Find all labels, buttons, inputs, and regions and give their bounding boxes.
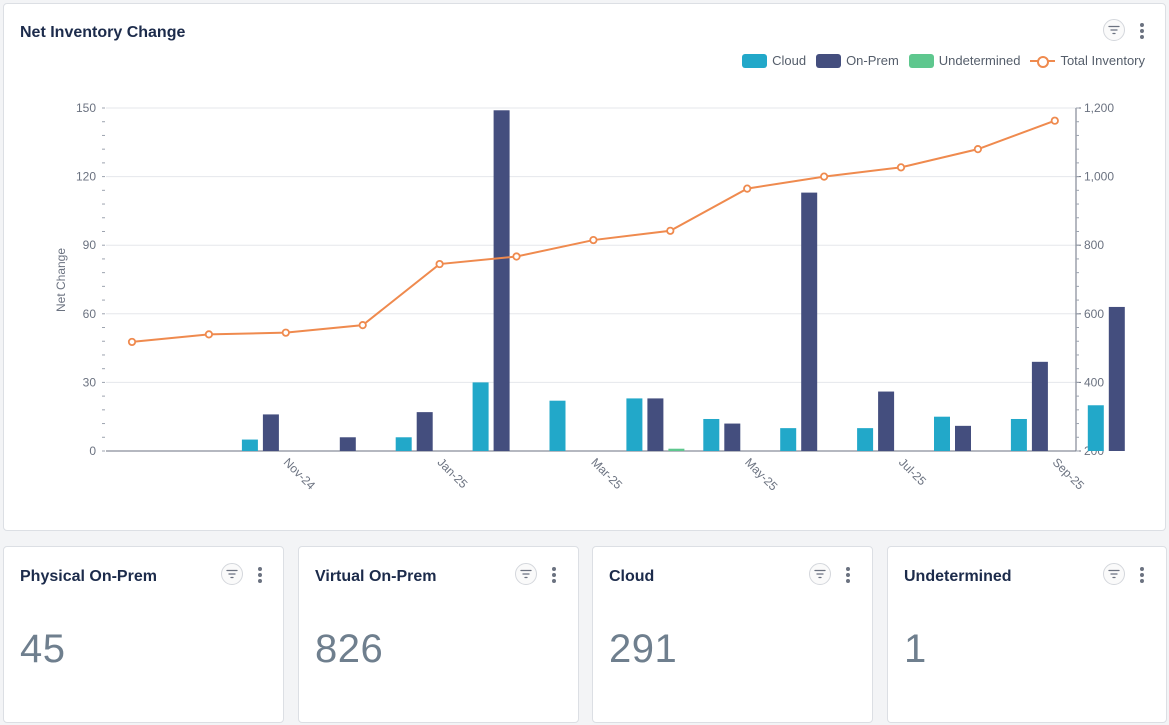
y-axis-title: Net Change: [54, 248, 68, 312]
total-inventory-point: [973, 145, 983, 154]
kpi-title: Cloud: [609, 568, 655, 585]
bar-cloud: [472, 382, 489, 451]
kpi-card-undetermined: Undetermined 1: [887, 546, 1167, 723]
bar-undetermined: [668, 448, 685, 451]
chart-more-menu-button[interactable]: [1137, 21, 1147, 41]
y2-tick-label: 800: [1084, 238, 1104, 252]
total-inventory-point: [666, 226, 675, 235]
total-inventory-line: [131, 119, 1056, 343]
legend-label-on-prem: On-Prem: [846, 53, 899, 68]
bar-on-prem: [416, 412, 433, 451]
total-inventory-point: [743, 184, 752, 193]
kpi-more-menu-button[interactable]: [549, 565, 559, 585]
legend-label-undetermined: Undetermined: [938, 53, 1021, 68]
y-tick-label: 120: [76, 170, 96, 184]
bar-on-prem: [955, 425, 971, 451]
kpi-filter-button[interactable]: [221, 563, 243, 585]
kpi-filter-button[interactable]: [809, 563, 831, 585]
kpi-value: 826: [315, 627, 384, 671]
total-inventory-point: [1050, 116, 1059, 125]
total-inventory-point: [358, 321, 367, 330]
total-inventory-point: [435, 259, 444, 269]
y-tick-label: 0: [89, 444, 96, 458]
kpi-filter-button[interactable]: [515, 563, 537, 585]
x-tick-label: Mar-25: [588, 455, 625, 492]
kpi-more-menu-button[interactable]: [843, 565, 853, 585]
filter-icon: [520, 569, 532, 579]
bar-on-prem: [724, 423, 741, 451]
bar-cloud: [780, 428, 797, 451]
bar-on-prem: [801, 192, 818, 451]
x-tick-label: Sep-25: [1050, 455, 1087, 492]
bar-on-prem: [339, 437, 356, 451]
kpi-title: Virtual On-Prem: [315, 568, 437, 585]
y2-tick-label: 1,000: [1084, 170, 1114, 184]
total-inventory-point: [512, 252, 521, 261]
y-tick-label: 150: [76, 101, 96, 115]
legend-swatch-undetermined: [908, 53, 934, 68]
legend-label-cloud: Cloud: [772, 53, 807, 68]
kpi-value: 45: [20, 627, 66, 671]
total-inventory-point: [127, 337, 137, 347]
bar-on-prem: [647, 398, 664, 451]
legend-item-on-prem[interactable]: On-Prem: [816, 53, 899, 68]
legend-swatch-cloud: [742, 53, 768, 68]
bar-on-prem: [493, 110, 510, 451]
kpi-card-physical-on-prem: Physical On-Prem 45: [3, 546, 284, 723]
y2-tick-label: 600: [1084, 307, 1104, 321]
bar-cloud: [549, 400, 566, 451]
bar-cloud: [703, 418, 720, 451]
bar-on-prem: [878, 391, 895, 451]
kpi-value: 1: [904, 627, 927, 671]
filter-icon: [1108, 25, 1120, 35]
bar-cloud: [241, 439, 258, 451]
kpi-card-virtual-on-prem: Virtual On-Prem 826: [298, 546, 579, 723]
filter-icon: [226, 569, 238, 579]
bar-cloud: [934, 416, 950, 451]
total-inventory-point: [204, 330, 213, 339]
kpi-card-cloud: Cloud 291: [592, 546, 873, 723]
filter-icon: [814, 569, 826, 579]
legend-label-total-inventory: Total Inventory: [1060, 53, 1145, 68]
total-inventory-point: [896, 163, 906, 172]
filter-icon: [1108, 569, 1120, 579]
x-tick-label: Nov-24: [281, 455, 318, 492]
kpi-title: Undetermined: [904, 568, 1012, 585]
total-inventory-point: [819, 172, 829, 181]
kpi-title: Physical On-Prem: [20, 568, 157, 585]
bar-on-prem: [1031, 361, 1048, 451]
bar-on-prem: [262, 414, 279, 451]
legend-swatch-on-prem: [816, 53, 842, 68]
y-tick-label: 90: [83, 238, 97, 252]
total-inventory-point: [281, 328, 290, 337]
bar-cloud: [626, 398, 643, 451]
y2-tick-label: 1,200: [1084, 101, 1114, 115]
legend-item-cloud[interactable]: Cloud: [742, 53, 806, 68]
kpi-value: 291: [609, 627, 678, 671]
x-tick-label: Jul-25: [896, 455, 929, 488]
kpi-more-menu-button[interactable]: [1137, 565, 1147, 585]
y2-tick-label: 400: [1084, 375, 1104, 389]
legend-item-undetermined[interactable]: Undetermined: [908, 53, 1021, 68]
legend-item-total-inventory[interactable]: Total Inventory: [1030, 53, 1145, 68]
bar-on-prem: [1108, 306, 1125, 451]
bar-cloud: [395, 437, 412, 451]
kpi-more-menu-button[interactable]: [255, 565, 265, 585]
x-tick-label: May-25: [742, 455, 780, 493]
kpi-filter-button[interactable]: [1103, 563, 1125, 585]
chart-title: Net Inventory Change: [20, 24, 186, 41]
chart-filter-button[interactable]: [1103, 19, 1125, 41]
total-inventory-point: [589, 235, 598, 245]
legend-swatch-total-inventory: [1030, 54, 1056, 68]
y-tick-label: 60: [83, 307, 97, 321]
x-tick-label: Jan-25: [435, 455, 471, 491]
bar-cloud: [1010, 418, 1027, 451]
y-tick-label: 30: [83, 375, 97, 389]
bar-cloud: [857, 428, 874, 451]
chart-legend: Cloud On-Prem Undetermined Total Invento…: [742, 53, 1145, 68]
bar-cloud: [1087, 405, 1104, 451]
